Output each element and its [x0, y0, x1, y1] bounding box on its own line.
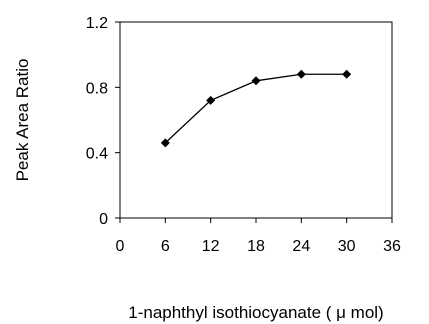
x-tick-label: 36	[383, 238, 401, 255]
y-axis-ticks	[115, 21, 120, 219]
x-tick-label: 18	[247, 238, 265, 255]
x-axis-ticks	[119, 218, 393, 223]
x-tick-label: 12	[202, 238, 220, 255]
data-point	[251, 76, 261, 86]
x-axis-title: 1-naphthyl isothiocyanate ( μ mol)	[128, 303, 383, 322]
x-tick-label: 6	[161, 238, 170, 255]
plot-frame	[119, 21, 393, 219]
y-tick-label: 0	[99, 211, 108, 228]
x-tick-label: 30	[338, 238, 356, 255]
plot-area	[119, 21, 393, 219]
y-tick-label: 0.8	[86, 80, 108, 97]
y-tick-label: 0.4	[86, 146, 108, 163]
x-tick-label: 24	[292, 238, 310, 255]
data-point	[206, 95, 216, 105]
data-point	[342, 69, 352, 79]
y-tick-label: 1.2	[86, 15, 108, 32]
x-axis-tick-labels: 0 6 12 18 24 30 36	[116, 238, 401, 255]
markers-group	[160, 69, 352, 148]
y-axis-tick-labels: 0 0.4 0.8 1.2	[86, 15, 108, 228]
x-tick-label: 0	[116, 238, 125, 255]
y-axis-title: Peak Area Ratio	[13, 59, 32, 182]
data-point	[296, 69, 306, 79]
data-point	[160, 138, 170, 148]
